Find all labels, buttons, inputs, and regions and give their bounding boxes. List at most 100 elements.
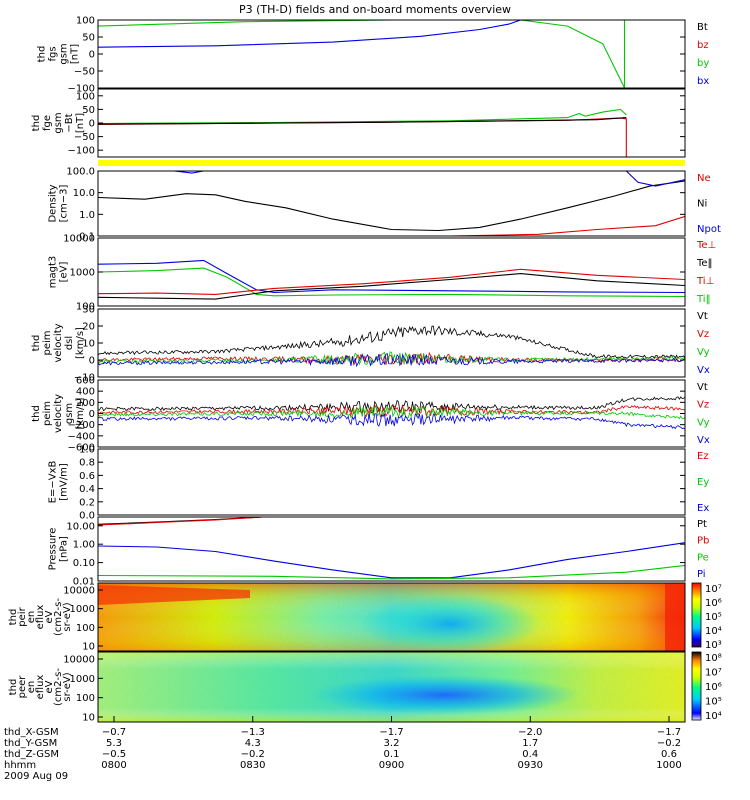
panel-series-group bbox=[98, 325, 685, 368]
y-axis-label: E=−VxB[mV/m] bbox=[48, 461, 70, 504]
series-Pi bbox=[98, 542, 685, 579]
legend-entry: Npot bbox=[697, 224, 721, 235]
x-tick-value: −1.7 bbox=[379, 727, 403, 738]
y-tick-label: 50 bbox=[82, 105, 95, 116]
y-axis-label-line: fge bbox=[42, 115, 53, 131]
legend-entry: Pt bbox=[697, 519, 707, 530]
y-tick-label: 100 bbox=[76, 16, 95, 27]
panel-fge: 100 50 0 −50 −100 thdfgegsm−Bt[nT] bbox=[31, 88, 686, 158]
series-Pe bbox=[98, 564, 685, 580]
y-axis-label-line: thd bbox=[37, 46, 48, 63]
series-Vy bbox=[98, 351, 685, 366]
y-tick-label: −600 bbox=[68, 443, 95, 454]
x-tick-value: −0.5 bbox=[102, 749, 126, 760]
y-axis-label: magt3[eV] bbox=[48, 256, 70, 289]
x-tick-value: −1.3 bbox=[241, 727, 265, 738]
y-axis-label-line: [nT] bbox=[75, 113, 86, 133]
x-tick-value: 0.1 bbox=[384, 749, 400, 760]
legend-entry: Ti‖ bbox=[696, 294, 711, 305]
y-tick-label: 200 bbox=[76, 398, 95, 409]
legend-entry: Pi bbox=[697, 569, 706, 580]
y-tick-label: 0 bbox=[89, 409, 95, 420]
series-Te_perp bbox=[98, 268, 685, 295]
y-tick-label: 10000 bbox=[63, 655, 95, 666]
y-axis-label-line: fgs bbox=[48, 46, 59, 61]
legend-entry: Vt bbox=[697, 382, 708, 393]
x-tick-value: 0930 bbox=[518, 760, 543, 771]
series-bx bbox=[98, 20, 521, 48]
y-axis-label: thdfgegsm−Bt[nT] bbox=[31, 112, 86, 133]
y-tick-label: 10 bbox=[82, 642, 95, 653]
y-axis-label-line: E=−VxB bbox=[48, 461, 59, 504]
y-axis-label: thdfgsgsm[nT] bbox=[37, 43, 81, 64]
panel-series-group bbox=[98, 259, 685, 300]
y-tick-label: 100 bbox=[76, 91, 95, 102]
ion-colorbar bbox=[691, 582, 702, 648]
y-tick-label: 10 bbox=[82, 339, 95, 350]
series-Vx bbox=[98, 352, 685, 368]
x-tick-value: 5.3 bbox=[106, 738, 122, 749]
y-axis-label-line: sr-eV) bbox=[62, 602, 73, 631]
x-tick-value: −2.0 bbox=[518, 727, 542, 738]
legend-entry: Vt bbox=[697, 311, 708, 322]
y-axis-label-line: [km/s] bbox=[75, 397, 86, 429]
x-tick-value: 0800 bbox=[101, 760, 126, 771]
series-Te_par bbox=[98, 273, 685, 300]
legend-entry: Ez bbox=[697, 451, 709, 462]
electron-spectrogram bbox=[98, 652, 685, 722]
colorbar-tick-label: 10⁷ bbox=[705, 668, 722, 679]
y-tick-label: 0.6 bbox=[79, 471, 95, 482]
y-axis-label-line: [nPa] bbox=[59, 536, 70, 562]
panel-series-group bbox=[98, 517, 685, 580]
panel-frame bbox=[97, 19, 686, 89]
y-axis-label-line: eflux bbox=[35, 675, 46, 700]
legend-entry: Vx bbox=[697, 365, 710, 376]
x-tick-value: 4.3 bbox=[245, 738, 261, 749]
panel-temperature: 10000 1000 100 magt3[eV] Te⊥ Te‖ Ti⊥ Ti‖ bbox=[48, 234, 717, 313]
y-tick-label: 0 bbox=[89, 119, 95, 130]
legend-entry: by bbox=[697, 58, 709, 69]
y-axis-label-line: peir bbox=[17, 606, 28, 626]
y-tick-label: −100 bbox=[68, 84, 95, 95]
y-axis-label: thdpeimvelocitygsm[km/s] bbox=[31, 394, 86, 433]
y-axis-label-line: peim bbox=[42, 330, 53, 355]
panel-series-group bbox=[98, 20, 626, 88]
panel-fgs: 100 50 0 −50 −100 thdfgsgsm[nT] Bt bz by bx bbox=[37, 16, 710, 95]
y-axis-label-line: (cm2-s- bbox=[53, 598, 64, 636]
x-tick-value: −0.2 bbox=[241, 749, 265, 760]
spectrogram-peer: 10000 1000 100 10 thdpeerenefluxeV(cm2-s-sr-… bbox=[8, 651, 686, 724]
status-bar bbox=[98, 160, 685, 166]
colorbar-tick-label: 10⁸ bbox=[705, 653, 722, 664]
panel-series-group bbox=[98, 108, 627, 157]
y-axis-label-line: Pressure bbox=[48, 528, 59, 571]
y-tick-label: 10.0 bbox=[73, 188, 95, 199]
y-tick-label: 400 bbox=[76, 387, 95, 398]
colorbar-tick-label: 10⁴ bbox=[705, 626, 722, 637]
y-tick-label: −200 bbox=[68, 420, 95, 431]
page-title: P3 (TH-D) fields and on-board moments ov… bbox=[239, 3, 511, 16]
y-axis-label-line: thd bbox=[8, 679, 19, 696]
colorbar-tick-label: 10⁷ bbox=[705, 584, 722, 595]
y-tick-label: 0.0 bbox=[79, 511, 95, 522]
y-axis-label: Pressure[nPa] bbox=[48, 528, 70, 571]
legend-entry: Ti⊥ bbox=[696, 276, 714, 287]
series-Vt bbox=[98, 325, 685, 360]
y-tick-label: 1000 bbox=[70, 604, 95, 615]
y-tick-label: −50 bbox=[74, 132, 95, 143]
x-row-label: thd_Y-GSM bbox=[4, 738, 57, 749]
y-axis-label-line: [eV] bbox=[59, 262, 70, 283]
y-tick-label: 10.00 bbox=[66, 521, 95, 532]
x-tick-value: −0.2 bbox=[657, 738, 681, 749]
y-tick-label: 1000 bbox=[70, 674, 95, 685]
colorbar-ticks: 10⁷ 10⁶ 10⁵ 10⁴ 10³ 10⁸ 10⁷ 10⁶ 10⁵ 10⁴ bbox=[705, 584, 722, 722]
y-tick-label: 100 bbox=[76, 693, 95, 704]
y-tick-label: 0 bbox=[89, 50, 95, 61]
panel-series-group bbox=[98, 396, 685, 430]
legend-entry: Te⊥ bbox=[696, 240, 716, 251]
y-tick-label: 0 bbox=[89, 356, 95, 367]
y-tick-label: 10000 bbox=[63, 586, 95, 597]
series-Ti_perp_blue bbox=[98, 259, 685, 294]
colorbar-tick-label: 10⁴ bbox=[705, 711, 722, 722]
